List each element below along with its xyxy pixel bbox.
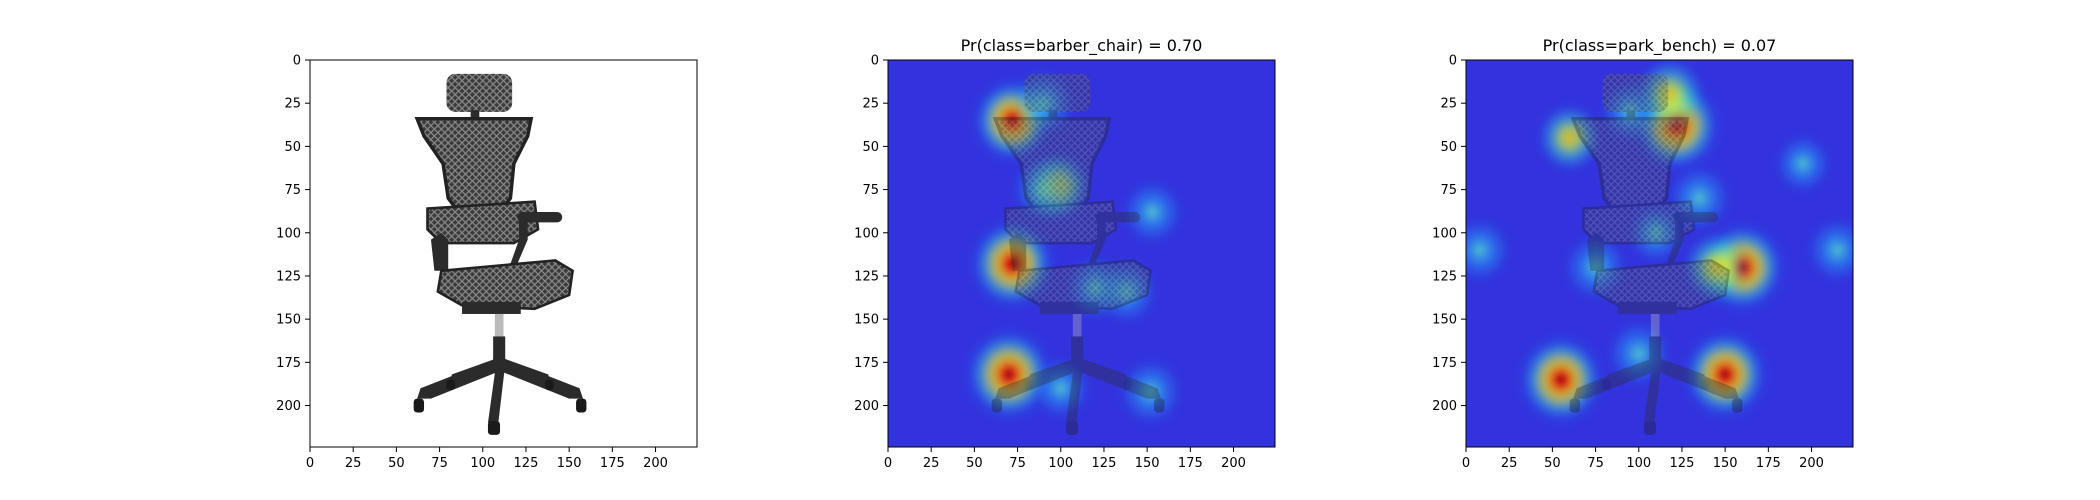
x-tick-label: 100 <box>1048 456 1073 471</box>
y-tick-label: 175 <box>854 356 879 371</box>
heatmap-hotspot <box>1121 180 1183 244</box>
y-tick-label: 25 <box>862 97 879 112</box>
x-tick-label: 0 <box>306 456 314 471</box>
y-tick-label: 50 <box>1440 140 1457 155</box>
x-tick-label: 100 <box>1626 456 1651 471</box>
x-tick-label: 175 <box>1756 456 1781 471</box>
x-tick-label: 200 <box>1799 456 1824 471</box>
y-tick-label: 25 <box>284 97 301 112</box>
heatmap-hotspot <box>962 326 1055 423</box>
y-tick-label: 200 <box>1432 399 1457 414</box>
chart-title: Pr(class=barber_chair) = 0.70 <box>961 36 1203 56</box>
y-tick-label: 75 <box>862 183 879 198</box>
y-tick-label: 200 <box>276 399 301 414</box>
axis-ticks: 0 25 50 75 100 125 150 175 200 0 25 50 75 100 125 150 17… <box>854 54 1246 472</box>
y-tick-label: 175 <box>1432 356 1457 371</box>
x-tick-label: 0 <box>884 456 892 471</box>
x-tick-label: 200 <box>1221 456 1246 471</box>
heatmap-hotspot <box>1516 332 1606 427</box>
y-tick-label: 50 <box>862 140 879 155</box>
x-tick-label: 175 <box>1178 456 1203 471</box>
y-tick-label: 100 <box>854 226 879 241</box>
y-tick-label: 200 <box>854 399 879 414</box>
y-tick-label: 0 <box>871 54 879 69</box>
x-tick-label: 150 <box>1135 456 1160 471</box>
x-tick-label: 0 <box>1462 456 1470 471</box>
panel-original-image: 0 25 50 75 100 125 150 175 200 0 25 50 75 100 125 150 17… <box>276 54 698 472</box>
x-tick-label: 125 <box>514 456 539 471</box>
panel-heatmap-barber-chair: Pr(class=barber_chair) = 0.70 0 25 50 75 100… <box>854 36 1276 472</box>
y-tick-label: 125 <box>1432 269 1457 284</box>
x-tick-label: 75 <box>1009 456 1026 471</box>
x-tick-label: 175 <box>600 456 625 471</box>
x-tick-label: 200 <box>643 456 668 471</box>
x-tick-label: 75 <box>431 456 448 471</box>
x-tick-label: 50 <box>388 456 405 471</box>
y-tick-label: 150 <box>276 313 301 328</box>
y-tick-label: 125 <box>276 269 301 284</box>
x-tick-label: 25 <box>923 456 940 471</box>
axis-ticks: 0 25 50 75 100 125 150 175 200 0 25 50 75 100 125 150 17… <box>276 54 668 472</box>
x-tick-label: 150 <box>557 456 582 471</box>
y-tick-label: 125 <box>854 269 879 284</box>
heatmap-hotspot <box>1466 218 1511 282</box>
heatmap-hotspot <box>1807 218 1853 282</box>
y-tick-label: 150 <box>1432 313 1457 328</box>
x-tick-label: 50 <box>1544 456 1561 471</box>
y-tick-label: 150 <box>854 313 879 328</box>
heatmap-hotspot <box>1680 327 1770 422</box>
y-tick-label: 50 <box>284 140 301 155</box>
axis-ticks: 0 25 50 75 100 125 150 175 200 0 25 50 75 100 125 150 17… <box>1432 54 1824 472</box>
x-tick-label: 125 <box>1092 456 1117 471</box>
y-tick-label: 25 <box>1440 97 1457 112</box>
x-tick-label: 125 <box>1670 456 1695 471</box>
axes-frame <box>309 59 698 448</box>
axes-frame <box>887 59 1276 448</box>
x-tick-label: 75 <box>1587 456 1604 471</box>
axes-frame <box>1465 59 1854 448</box>
y-tick-label: 0 <box>293 54 301 69</box>
x-tick-label: 50 <box>966 456 983 471</box>
panel-heatmap-park-bench: Pr(class=park_bench) = 0.07 0 25 50 75 100 12… <box>1432 36 1854 472</box>
chart-title: Pr(class=park_bench) = 0.07 <box>1543 36 1777 56</box>
heatmap-hotspot <box>1775 134 1831 193</box>
y-tick-label: 75 <box>284 183 301 198</box>
y-tick-label: 0 <box>1449 54 1457 69</box>
y-tick-label: 75 <box>1440 183 1457 198</box>
x-tick-label: 25 <box>345 456 362 471</box>
y-tick-label: 100 <box>1432 226 1457 241</box>
y-tick-label: 100 <box>276 226 301 241</box>
y-tick-label: 175 <box>276 356 301 371</box>
x-tick-label: 25 <box>1501 456 1518 471</box>
x-tick-label: 100 <box>470 456 495 471</box>
x-tick-label: 150 <box>1713 456 1738 471</box>
